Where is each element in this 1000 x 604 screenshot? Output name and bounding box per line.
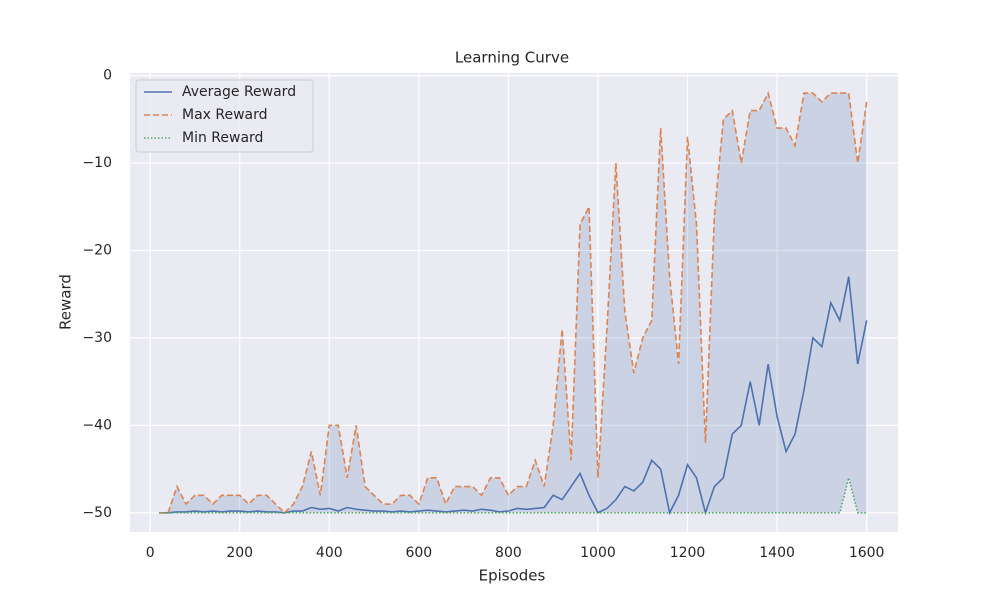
x-axis-label: Episodes	[479, 567, 546, 585]
y-tick-label: 0	[103, 68, 112, 84]
x-tick-label: 800	[495, 545, 522, 561]
x-tick-label: 200	[226, 545, 253, 561]
y-tick-label: −20	[82, 242, 112, 258]
x-tick-label: 1200	[670, 545, 706, 561]
chart-title: Learning Curve	[455, 49, 569, 67]
legend-box	[135, 79, 314, 153]
y-tick-label: −10	[82, 155, 112, 171]
x-tick-label: 1400	[759, 545, 795, 561]
x-tick-label: 1000	[580, 545, 616, 561]
y-tick-label: −50	[82, 505, 112, 521]
line	[159, 90, 868, 514]
fill-area	[159, 93, 867, 513]
line	[159, 477, 867, 514]
legend-label: Average Reward	[182, 84, 296, 100]
y-tick-label: −30	[82, 330, 112, 346]
legend-label: Min Reward	[182, 130, 263, 146]
legend: Average Reward Max Reward Min Reward	[135, 79, 314, 153]
x-tick-label: 1600	[849, 545, 885, 561]
y-tick-label: −40	[82, 417, 112, 433]
line	[159, 276, 868, 516]
x-tick-label: 600	[405, 545, 432, 561]
legend-label: Max Reward	[182, 107, 268, 123]
x-tick-label: 0	[146, 545, 155, 561]
y-axis-label: Reward	[57, 274, 75, 330]
x-tick-label: 400	[316, 545, 343, 561]
